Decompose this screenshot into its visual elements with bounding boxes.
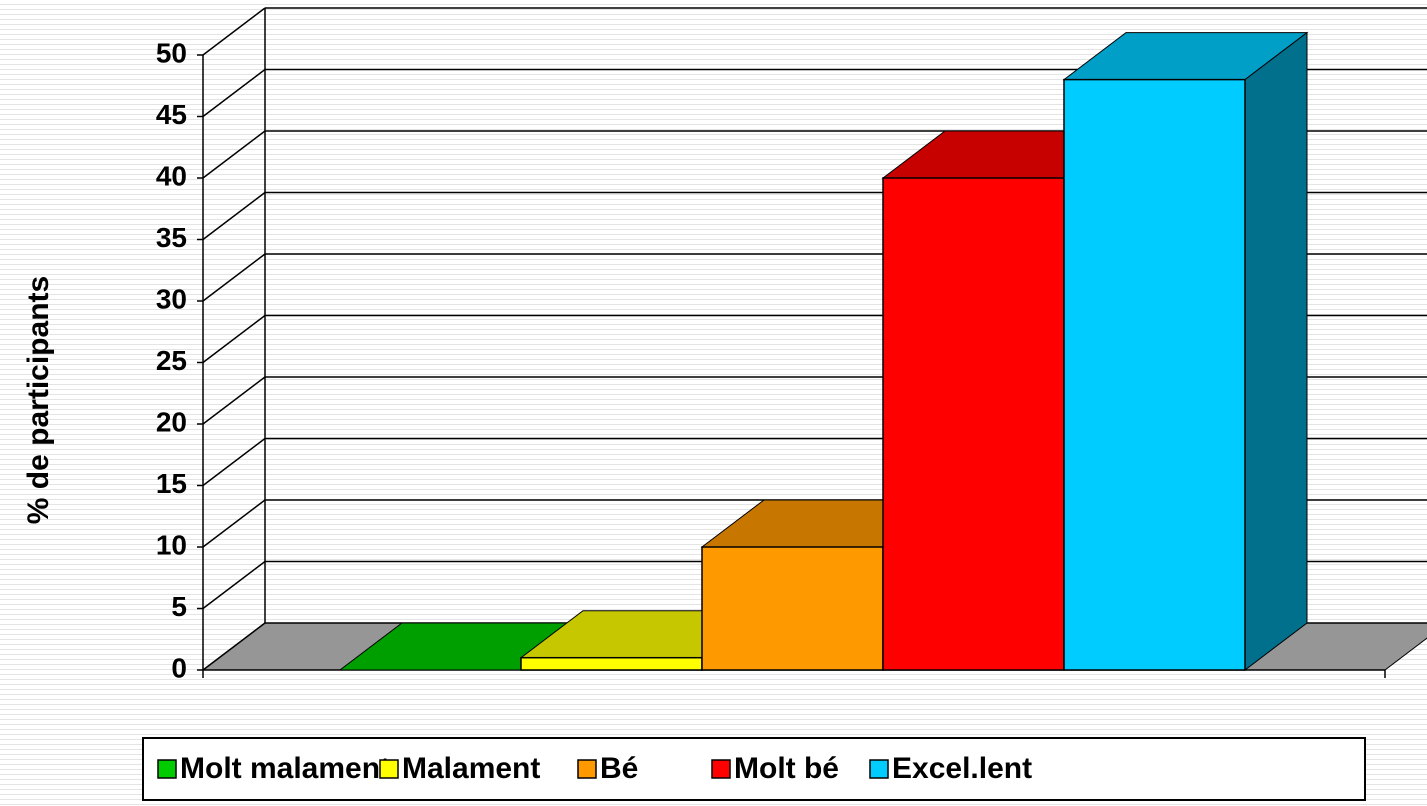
grid-line — [202, 253, 266, 302]
bar-side — [1244, 31, 1308, 672]
y-tick-label: 50 — [156, 37, 187, 68]
bar — [520, 656, 703, 671]
y-tick-label: 5 — [171, 591, 187, 622]
y-tick-label: 40 — [156, 160, 187, 191]
legend-swatch — [379, 759, 399, 779]
grid-line — [202, 622, 266, 671]
grid-line — [202, 130, 266, 179]
y-tick-label: 15 — [156, 468, 187, 499]
legend-label: Malament — [402, 752, 540, 785]
y-tick-label: 35 — [156, 222, 187, 253]
legend-label: Molt malament — [180, 752, 390, 785]
y-tick-label: 20 — [156, 406, 187, 437]
legend-swatch — [577, 759, 597, 779]
grid-line — [202, 191, 266, 241]
y-tick-label: 10 — [156, 529, 187, 560]
legend-swatch — [711, 759, 731, 779]
grid-line — [202, 68, 266, 118]
bar — [882, 177, 1065, 671]
legend-label: Bé — [600, 752, 638, 785]
grid-line — [202, 560, 266, 610]
y-tick-label: 45 — [156, 99, 187, 130]
legend-swatch — [157, 759, 177, 779]
y-tick-label: 25 — [156, 345, 187, 376]
legend-label: Excel.lent — [892, 752, 1032, 785]
legend-box — [142, 737, 1366, 801]
legend-swatch — [869, 759, 889, 779]
grid-line — [202, 314, 266, 364]
y-tick-label: 0 — [171, 652, 187, 683]
legend-label: Molt bé — [734, 752, 839, 785]
bar — [701, 546, 884, 671]
y-axis-title: % de participants — [22, 276, 55, 524]
grid-line — [202, 499, 266, 548]
y-tick-label: 30 — [156, 283, 187, 314]
grid-line — [202, 7, 266, 56]
grid-line — [202, 376, 266, 425]
bar — [1063, 78, 1246, 671]
grid-line — [202, 437, 266, 487]
